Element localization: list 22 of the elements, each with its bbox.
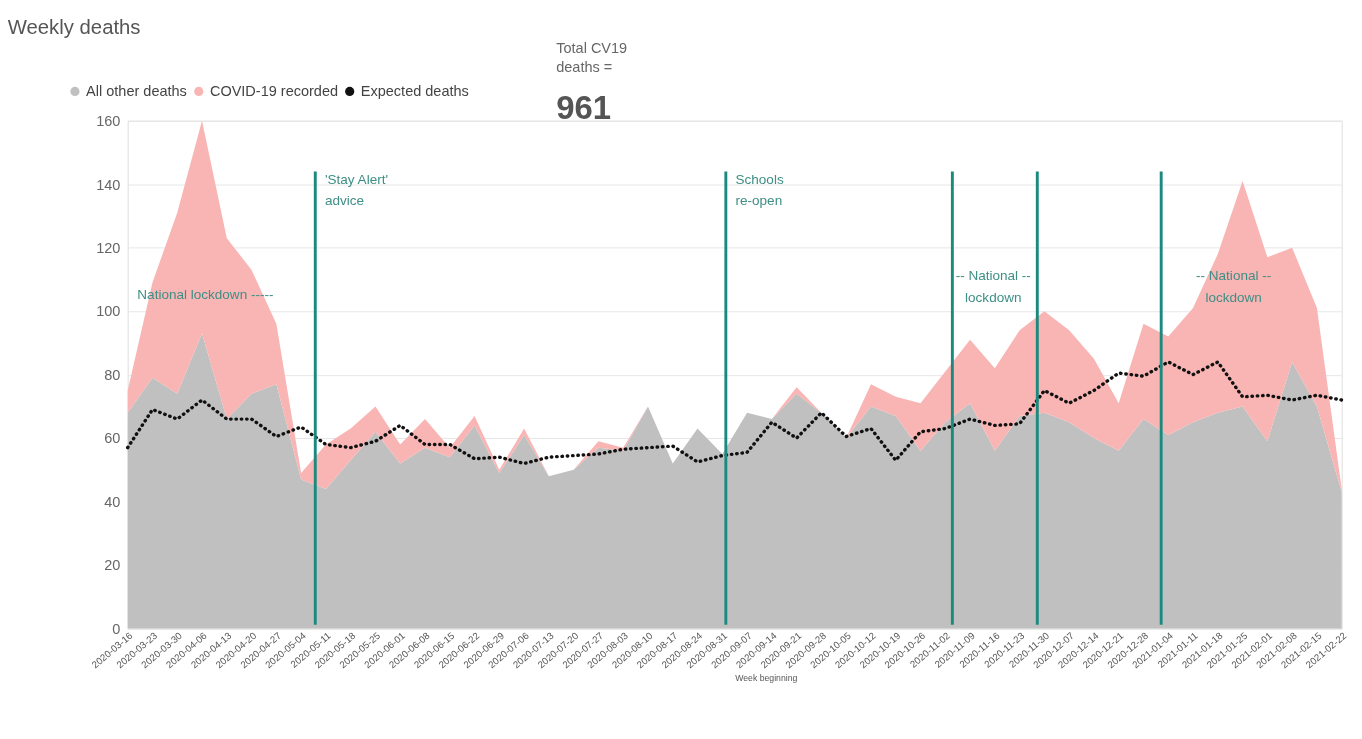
- y-tick-label: 80: [104, 366, 121, 383]
- annotation: -- National -- lockdown: [1196, 268, 1272, 305]
- annotation: 961: [556, 88, 612, 126]
- y-tick-label: 160: [96, 113, 121, 130]
- text: Total CV19 deaths =: [556, 40, 628, 76]
- y-tick-label: 60: [104, 430, 121, 447]
- ref-line-label: 'Stay Alert' advice: [324, 172, 389, 209]
- ref-line-label: Schools re-open: [735, 172, 784, 209]
- x-axis-title: Week beginning: [735, 672, 798, 683]
- chart-title: Weekly deaths: [7, 15, 141, 38]
- y-tick-label: 100: [96, 303, 121, 320]
- y-tick-label: 120: [96, 239, 121, 256]
- y-tick-label: 140: [96, 176, 121, 193]
- legend-label: Expected deaths: [360, 83, 469, 100]
- annotation: National lockdown -----: [137, 287, 274, 303]
- legend-label: COVID-19 recorded: [209, 83, 339, 100]
- y-tick-label: 20: [104, 557, 121, 574]
- annotation: -- National -- lockdown: [955, 268, 1031, 305]
- legend-label: All other deaths: [86, 83, 187, 100]
- line-series: [125, 360, 1344, 466]
- y-tick-label: 40: [104, 493, 121, 510]
- y-tick-label: 0: [112, 620, 121, 637]
